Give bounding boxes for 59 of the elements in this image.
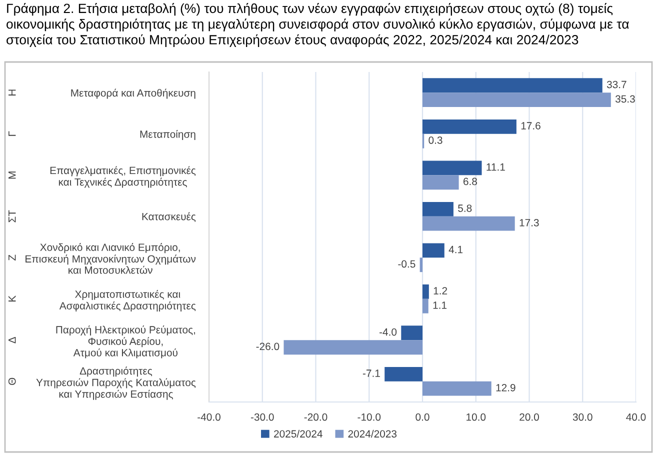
data-label: 11.1 [486, 163, 505, 171]
bar [422, 298, 428, 314]
y-tick-label: Παροχή Ηλεκτρικού Ρεύματος, Φυσικού Αερίου, Ατμού και Κλιματισμού [56, 325, 196, 358]
x-tick-label: 20.0 [520, 413, 539, 421]
bar [422, 119, 516, 134]
bar [422, 175, 459, 190]
bar [422, 92, 611, 108]
bar [422, 284, 429, 299]
y2-tick-label: Ζ [8, 254, 16, 260]
y-tick-label: Χρηματοπιστωτικές και Ασφαλιστικές Δραστηριότητες [59, 290, 196, 312]
data-label: 12.9 [496, 384, 516, 392]
y2-tick-label: Η [8, 90, 16, 96]
data-label: 6.8 [463, 178, 477, 186]
bar [422, 78, 602, 93]
bar [422, 202, 454, 216]
y-tick-label: Κατασκευές [142, 212, 196, 222]
y-tick-label: Μεταφορά και Αποθήκευση [71, 88, 196, 99]
y2-tick-label: Δ [8, 336, 16, 344]
x-tick-label: -10.0 [358, 413, 381, 421]
data-label: 33.7 [606, 80, 626, 88]
x-tick-label: 10.0 [466, 413, 486, 421]
y2-tick-label: ΣΤ [8, 210, 16, 222]
x-tick-label: 0.0 [416, 413, 430, 421]
x-tick-label: -40.0 [198, 413, 220, 421]
data-label: -7.1 [362, 370, 380, 377]
bar [422, 243, 444, 258]
bar [422, 160, 482, 176]
x-tick-label: 40.0 [626, 413, 646, 421]
data-label: 4.1 [448, 246, 463, 254]
y-tick-label: Επαγγελματικές, Επιστημονικές και Τεχνικές Δραστηριότητες [50, 166, 196, 188]
data-label: 17.3 [520, 219, 539, 226]
y-tick-label: Δραστηριότητες Υπηρεσιών Παροχής Καταλύματος και Υπηρεσιών Εστίασης [36, 366, 196, 400]
data-label: 5.8 [458, 204, 472, 212]
bar [420, 258, 422, 272]
bar [422, 381, 492, 396]
x-tick-label: 30.0 [572, 413, 592, 421]
chart-title: Γράφημα 2. Ετήσια μεταβολή (%) του πλήθους των νέων εγγραφών επιχειρήσεων στους οχτώ (8) τομείς οικονομικής δραστηριότητας με τη μεγαλύτερη συνεισφορά στον συνολικό κύκλο εργασιών, σύμφωνα με τα στοιχεία του Στατιστικού Μητρώου Επιχειρήσεων έτους αναφοράς 2022, 2025/2024 και 2024/2023 [6, 3, 629, 47]
data-label: 35.3 [615, 95, 635, 103]
legend-label: 2024/2023 [348, 430, 397, 438]
y2-tick-label: Γ [8, 131, 16, 136]
y-tick-label: Μεταποίηση [140, 130, 196, 140]
bar [284, 340, 422, 355]
y2-tick-label: Θ [8, 378, 16, 385]
data-label: 17.6 [521, 122, 540, 130]
x-tick-label: -20.0 [304, 413, 328, 421]
y2-tick-label: Μ [8, 172, 16, 179]
y2-tick-label: Κ [8, 296, 16, 302]
data-label: -4.0 [380, 328, 397, 336]
bar [422, 216, 515, 231]
x-tick-label: -30.0 [250, 413, 274, 421]
data-label: -0.5 [398, 260, 416, 268]
legend-label: 2025/2024 [274, 430, 322, 438]
data-label: 0.3 [428, 136, 442, 144]
data-label: -26.0 [256, 342, 280, 350]
data-label: 1.2 [434, 287, 448, 294]
bar [384, 366, 422, 382]
bar [401, 326, 422, 340]
y-tick-label: Χονδρικό και Λιανικό Εμπόριο, Επισκευή Μηχανοκίνητων Οχημάτων και Μοτοσυκλετών [26, 243, 196, 274]
data-label: 1.1 [433, 302, 447, 309]
